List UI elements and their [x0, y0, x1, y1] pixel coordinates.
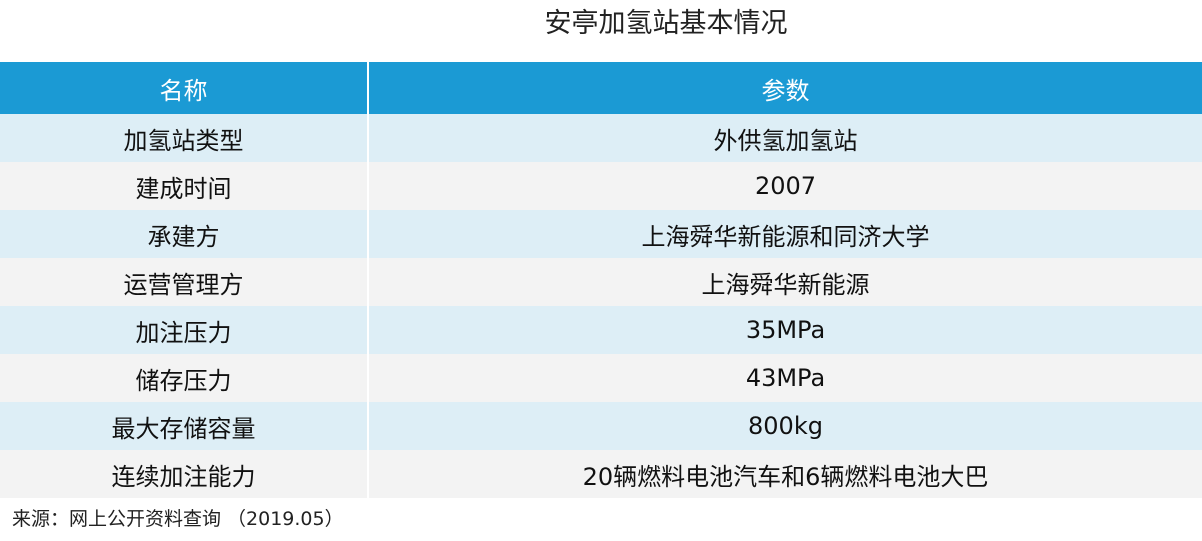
row-value-cell: 上海舜华新能源	[368, 258, 1202, 306]
table-row: 最大存储容量 800kg	[0, 402, 1202, 450]
row-name-cell: 承建方	[0, 210, 369, 258]
table-row: 加注压力 35MPa	[0, 306, 1202, 354]
row-name-cell: 加氢站类型	[0, 114, 369, 162]
table-row: 加氢站类型 外供氢加氢站	[0, 114, 1202, 162]
row-value-cell: 35MPa	[368, 306, 1202, 354]
row-value-cell: 上海舜华新能源和同济大学	[368, 210, 1202, 258]
row-name-cell: 储存压力	[0, 354, 369, 402]
table-row: 储存压力 43MPa	[0, 354, 1202, 402]
row-value-cell: 20辆燃料电池汽车和6辆燃料电池大巴	[368, 450, 1202, 498]
table-row: 承建方 上海舜华新能源和同济大学	[0, 210, 1202, 258]
row-value-cell: 43MPa	[368, 354, 1202, 402]
row-name-cell: 运营管理方	[0, 258, 369, 306]
table-row: 连续加注能力 20辆燃料电池汽车和6辆燃料电池大巴	[0, 450, 1202, 498]
row-value-cell: 外供氢加氢站	[368, 114, 1202, 162]
table-header-row: 名称 参数	[0, 62, 1202, 114]
row-name-cell: 建成时间	[0, 162, 369, 210]
table-row: 运营管理方 上海舜华新能源	[0, 258, 1202, 306]
row-name-cell: 连续加注能力	[0, 450, 369, 498]
row-name-cell: 加注压力	[0, 306, 369, 354]
header-name: 名称	[0, 62, 369, 114]
info-table: 名称 参数 加氢站类型 外供氢加氢站 建成时间 2007 承建方 上海舜华新能源…	[0, 62, 1202, 498]
row-value-cell: 2007	[368, 162, 1202, 210]
table-row: 建成时间 2007	[0, 162, 1202, 210]
row-value-cell: 800kg	[368, 402, 1202, 450]
header-param: 参数	[368, 62, 1202, 114]
source-note: 来源：网上公开资料查询 （2019.05）	[12, 508, 344, 530]
row-name-cell: 最大存储容量	[0, 402, 369, 450]
page-title: 安亭加氢站基本情况	[544, 8, 788, 39]
